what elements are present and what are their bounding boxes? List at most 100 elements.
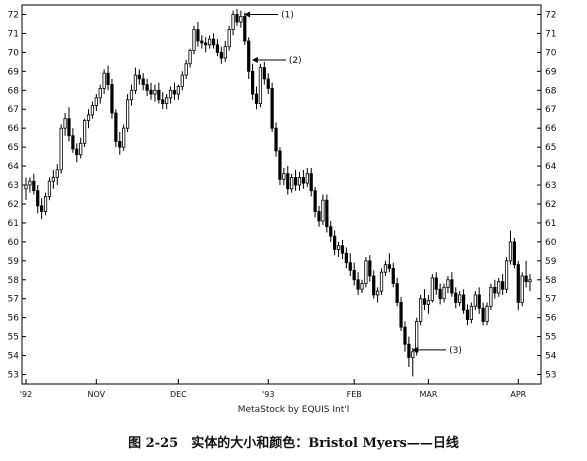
candle-body-up <box>305 173 309 184</box>
candle <box>114 109 118 148</box>
candle-body-down <box>286 173 290 190</box>
candle-body-up <box>239 15 243 23</box>
candle <box>282 167 286 186</box>
y-tick-label-left: 54 <box>8 352 20 362</box>
candle <box>426 294 431 314</box>
x-tick-label: MAR <box>419 390 437 399</box>
candle-body-down <box>118 141 122 148</box>
candle-body-up <box>98 87 102 99</box>
candle-body-down <box>266 78 270 89</box>
candle <box>270 82 274 132</box>
candle <box>141 73 145 91</box>
candle <box>215 39 220 57</box>
candle <box>192 25 196 55</box>
candle <box>477 287 481 314</box>
y-tick-label-right: 56 <box>545 314 557 324</box>
candle <box>254 86 259 110</box>
y-tick-label-left: 64 <box>8 162 20 172</box>
y-tick-label-left: 67 <box>8 105 19 115</box>
candle <box>528 274 532 292</box>
candle <box>59 124 63 174</box>
candle-body-down <box>67 118 71 137</box>
y-tick-label-left: 58 <box>8 276 20 286</box>
candle-body-up <box>469 305 474 320</box>
candle <box>86 109 91 129</box>
candle <box>219 46 223 64</box>
candle-body-up <box>79 142 83 156</box>
y-tick-label-left: 63 <box>8 181 19 191</box>
candle-body-up <box>165 97 169 104</box>
candle-body-down <box>434 277 438 290</box>
candle-body-down <box>450 279 454 294</box>
candle <box>133 67 138 95</box>
candle-body-down <box>75 148 79 156</box>
candle-body-up <box>497 281 501 294</box>
candle <box>305 167 309 187</box>
y-tick-label-right: 65 <box>545 143 556 153</box>
candle <box>28 177 32 193</box>
candle <box>188 48 192 68</box>
candle-body-up <box>426 300 431 305</box>
candle-body-down <box>403 326 407 345</box>
candlestick-chart: 53 54 55 56 57 58 59 60 61 62 63 64 65 66 67 68 69 70 71 72… <box>8 4 557 399</box>
candle-body-up <box>489 286 493 307</box>
candle <box>461 289 466 314</box>
y-tick-label-right: 67 <box>545 105 556 115</box>
candle-body-up <box>442 286 446 300</box>
candle <box>176 84 180 100</box>
candle-body-up <box>51 177 55 182</box>
candle-body-up <box>90 105 95 116</box>
candle <box>481 302 485 326</box>
candle <box>165 94 169 110</box>
candle <box>75 143 79 163</box>
candle-body-down <box>395 283 399 303</box>
y-tick-label-right: 54 <box>545 352 557 362</box>
candle <box>301 169 306 189</box>
candle <box>356 272 360 295</box>
candle-body-down <box>340 245 345 254</box>
annotations-layer: (1) (2) (3) <box>244 10 462 356</box>
candle <box>258 63 263 108</box>
annotation-arrow-head <box>412 346 419 353</box>
candle <box>247 37 251 79</box>
candle-body-up <box>82 120 87 144</box>
candle <box>493 279 497 299</box>
candle-body-up <box>446 279 450 288</box>
candle-body-down <box>247 40 251 72</box>
candle <box>122 124 126 151</box>
candle <box>286 166 290 195</box>
source-credit: MetaStock by EQUIS Int'l <box>237 405 350 415</box>
x-tick-label: '92 <box>20 390 32 399</box>
candle <box>309 167 313 197</box>
candle-body-up <box>321 199 325 222</box>
candle-body-up <box>282 173 286 180</box>
y-tick-label-right: 68 <box>545 86 557 96</box>
candle-body-down <box>274 127 278 152</box>
candle-body-up <box>192 29 196 51</box>
candle-body-down <box>317 211 321 222</box>
candle <box>32 173 36 195</box>
candle <box>454 287 458 309</box>
y-tick-label-right: 70 <box>545 48 557 58</box>
y-tick-label-right: 71 <box>545 29 556 39</box>
candle <box>469 302 474 324</box>
candle-body-up <box>520 275 524 303</box>
candle <box>360 279 364 294</box>
y-tick-label-right: 60 <box>545 238 557 248</box>
candle <box>446 275 450 294</box>
y-axis-right: 53 54 55 56 57 58 59 60 61 62 63 64 65 66 67 68 69 70 71 72 <box>537 10 557 381</box>
candle-body-down <box>512 241 516 266</box>
candle-body-up <box>129 89 134 101</box>
candle <box>168 86 173 104</box>
candle-body-up <box>297 177 302 186</box>
candle <box>497 277 501 297</box>
candle-body-down <box>172 89 177 95</box>
candle-body-down <box>235 14 239 23</box>
candle <box>145 78 149 96</box>
candle <box>501 274 505 295</box>
candle <box>266 73 270 95</box>
candle-body-down <box>211 38 216 46</box>
candle-body-down <box>344 252 348 264</box>
candle <box>317 205 321 227</box>
candle <box>329 221 333 242</box>
